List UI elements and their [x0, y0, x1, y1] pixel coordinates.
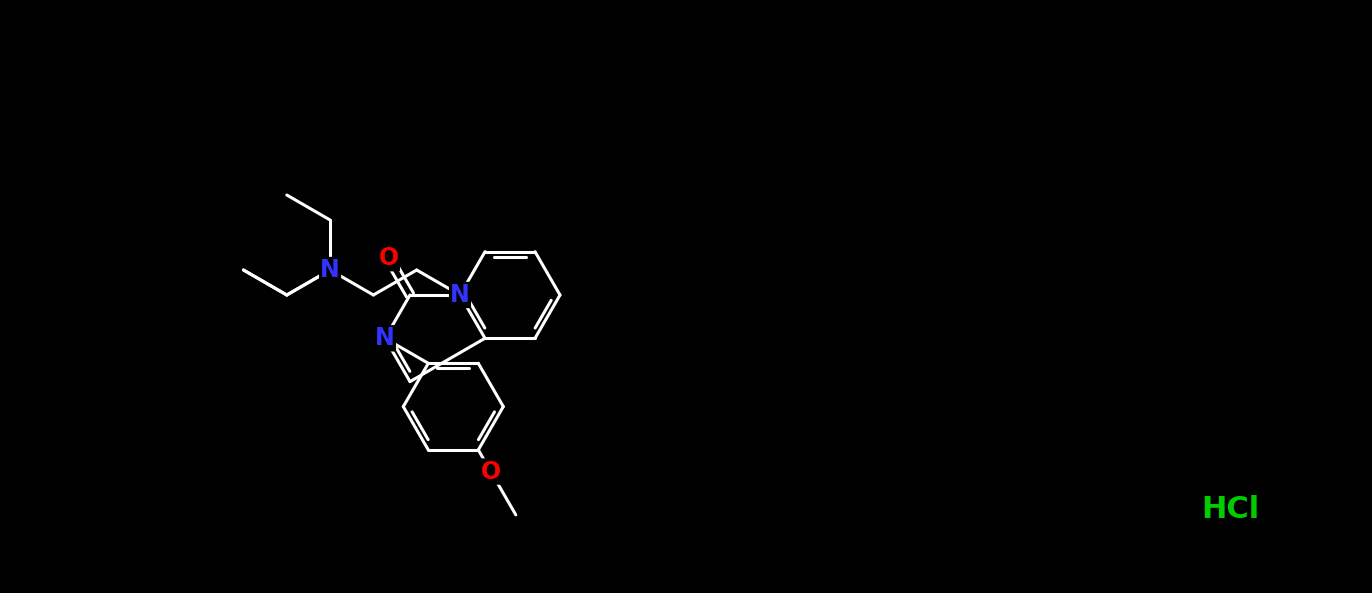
Text: O: O [379, 246, 399, 270]
Text: HCl: HCl [1200, 496, 1259, 524]
Text: N: N [450, 283, 469, 307]
Text: O: O [480, 460, 501, 483]
Text: N: N [320, 258, 340, 282]
Text: N: N [375, 326, 395, 350]
